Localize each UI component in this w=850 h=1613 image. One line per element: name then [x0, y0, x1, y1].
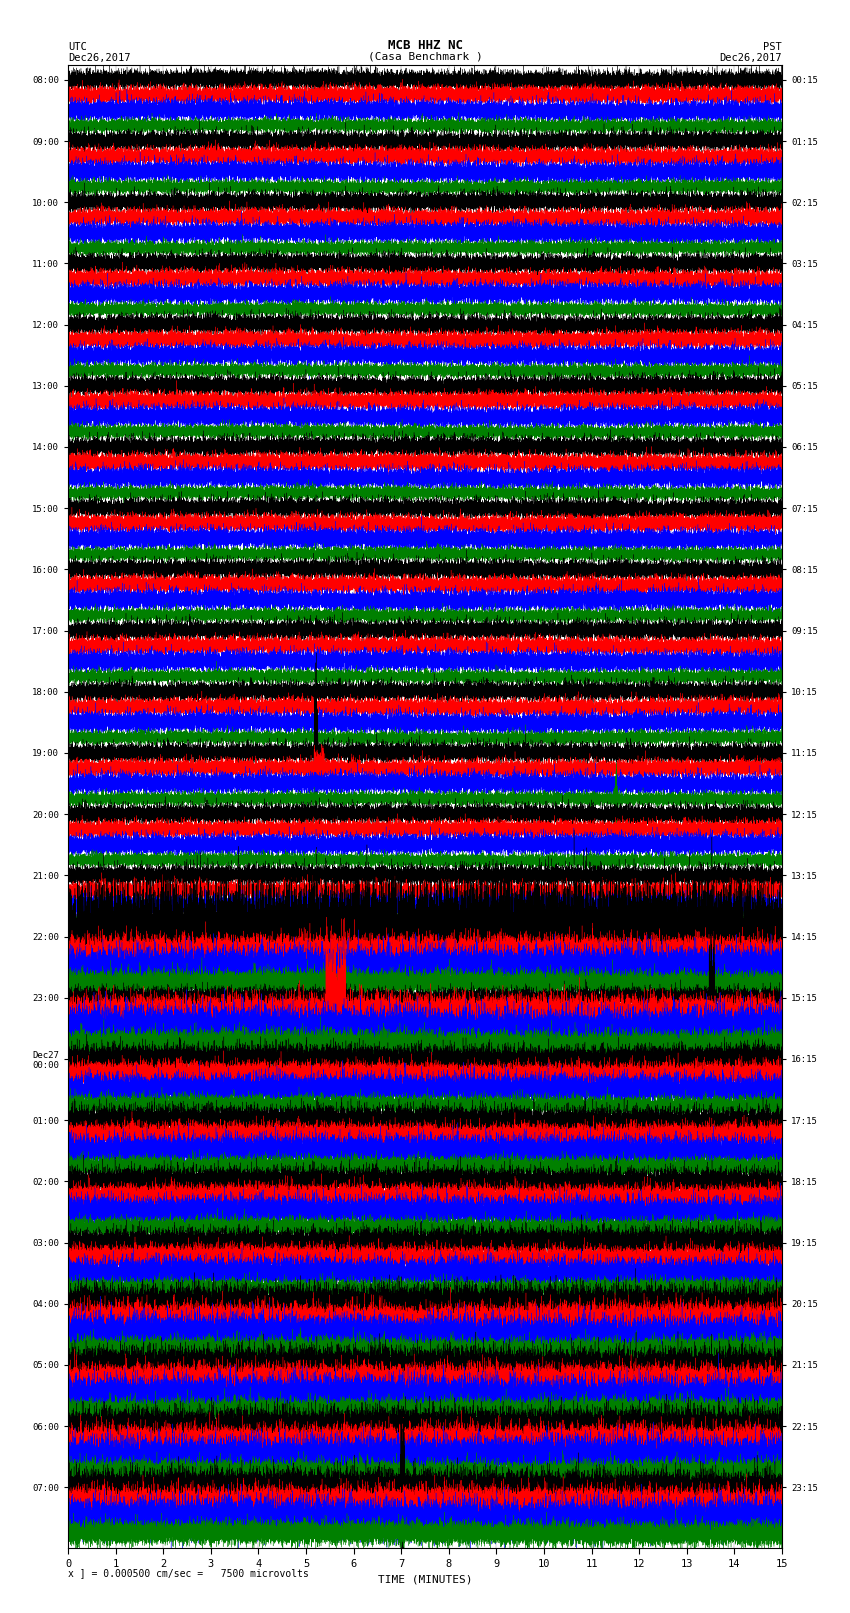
Text: MCB HHZ NC: MCB HHZ NC [388, 39, 462, 52]
Text: UTC: UTC [68, 42, 87, 52]
Text: (Casa Benchmark ): (Casa Benchmark ) [367, 52, 483, 61]
Text: x ] = 0.000500 cm/sec =   7500 microvolts: x ] = 0.000500 cm/sec = 7500 microvolts [68, 1568, 309, 1578]
Text: Dec26,2017: Dec26,2017 [68, 53, 131, 63]
Text: PST: PST [763, 42, 782, 52]
X-axis label: TIME (MINUTES): TIME (MINUTES) [377, 1574, 473, 1584]
Text: I = 0.000500 cm/sec: I = 0.000500 cm/sec [366, 73, 484, 82]
Text: Dec26,2017: Dec26,2017 [719, 53, 782, 63]
